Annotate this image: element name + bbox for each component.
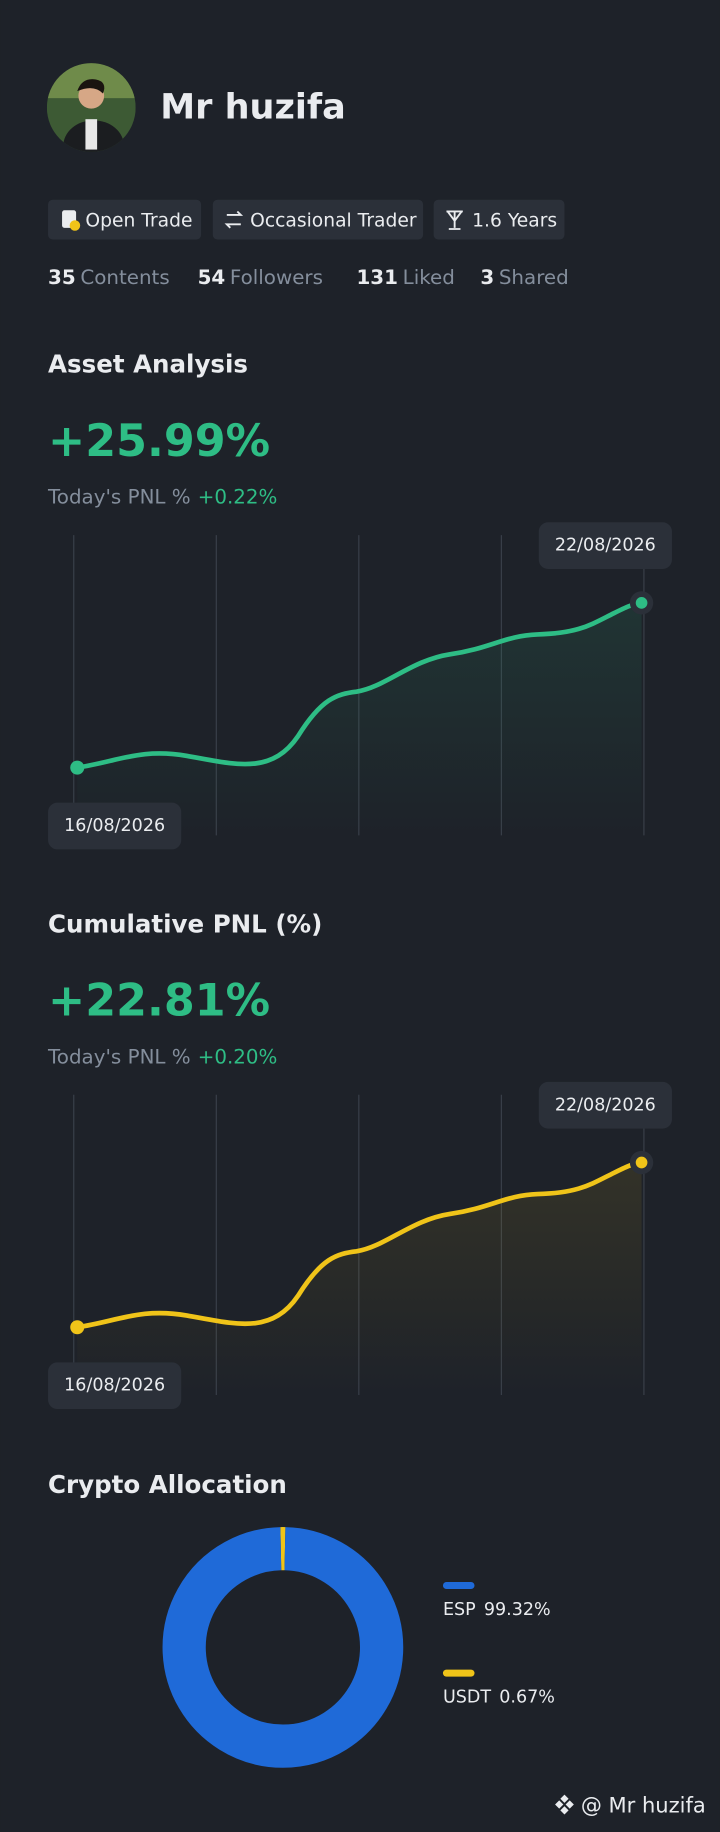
stat-label: Contents	[80, 266, 169, 289]
badge	[212, 199, 424, 240]
badge-label: 1.6 Years	[472, 210, 557, 231]
date-pill	[48, 802, 182, 850]
line	[74, 1160, 644, 1330]
date-pill	[538, 522, 672, 569]
legend-label: USDT	[443, 1688, 491, 1708]
donut-segment	[162, 1527, 404, 1768]
end-date: 22/08/2026	[555, 1095, 656, 1115]
stat-count: 131	[356, 266, 397, 289]
start-date: 16/08/2026	[64, 816, 165, 836]
legend: ESP 99.32% USDT 0.67%	[442, 1581, 555, 1708]
cumulative-pnl: Cumulative PNL (%) +22.81% Today's PNL % +0…	[47, 909, 672, 1410]
line-chart: 22/08/2026 16/08/2026	[48, 522, 672, 850]
asset-analysis: Asset Analysis +25.99% Today's PNL % +0.22%…	[47, 350, 672, 850]
watermark: @ Mr huzifa	[581, 1792, 706, 1817]
stat-count: 3	[480, 266, 494, 289]
legend-swatch	[442, 1669, 475, 1677]
donut	[162, 1527, 404, 1768]
section-title: Cumulative PNL (%)	[48, 909, 322, 938]
end-point	[635, 597, 648, 609]
area	[77, 602, 642, 836]
pnl-line: Today's PNL % +0.22%	[47, 485, 277, 508]
pnl-line: Today's PNL % +0.20%	[47, 1045, 277, 1068]
profile-name: Mr huzifa	[160, 87, 346, 128]
end-point	[635, 1156, 648, 1169]
badge	[433, 199, 565, 240]
badge-icon	[69, 220, 81, 231]
stat: 3 Shared	[480, 266, 568, 289]
start-point	[70, 760, 85, 775]
legend-entry: USDT 0.67%	[443, 1688, 555, 1708]
legend-value: 99.32%	[484, 1600, 551, 1620]
legend-label: ESP	[443, 1600, 476, 1620]
badge-icon	[224, 210, 244, 229]
badge-label: Open Trade	[85, 210, 192, 231]
stat: 131 Liked	[356, 266, 454, 289]
badge-label: Occasional Trader	[250, 210, 417, 231]
area	[77, 1162, 642, 1396]
line	[74, 600, 644, 770]
pnl-label: Today's PNL %	[47, 485, 191, 508]
stat: 54 Followers	[198, 266, 323, 289]
stat-count: 54	[198, 266, 226, 289]
badge-icon	[446, 210, 463, 230]
pnl-label: Today's PNL %	[47, 1045, 191, 1068]
line-chart: 22/08/2026 16/08/2026	[48, 1081, 672, 1410]
legend-entry: ESP 99.32%	[443, 1600, 551, 1620]
legend-swatch	[442, 1581, 475, 1589]
stat-label: Liked	[403, 266, 455, 289]
date-pill	[48, 1362, 182, 1410]
stat-label: Followers	[230, 266, 323, 289]
date-pill	[538, 1081, 672, 1129]
pnl-value: +0.20%	[198, 1045, 278, 1068]
legend-value: 0.67%	[499, 1688, 555, 1708]
stat-count: 35	[48, 266, 76, 289]
badge	[48, 199, 202, 240]
section-title: Crypto Allocation	[48, 1470, 287, 1499]
start-point	[70, 1320, 85, 1335]
section-title: Asset Analysis	[48, 350, 248, 379]
stat: 35 Contents	[48, 266, 170, 289]
pnl-value: +0.22%	[198, 485, 278, 508]
stat-label: Shared	[499, 266, 569, 289]
end-date: 22/08/2026	[555, 536, 656, 556]
headline-value: +25.99%	[48, 416, 270, 467]
avatar[interactable]	[46, 63, 136, 172]
start-date: 16/08/2026	[64, 1376, 165, 1396]
headline-value: +22.81%	[48, 976, 270, 1027]
stats: 35 Contents 54 Followers 131 Liked 3 Shared	[48, 266, 569, 289]
